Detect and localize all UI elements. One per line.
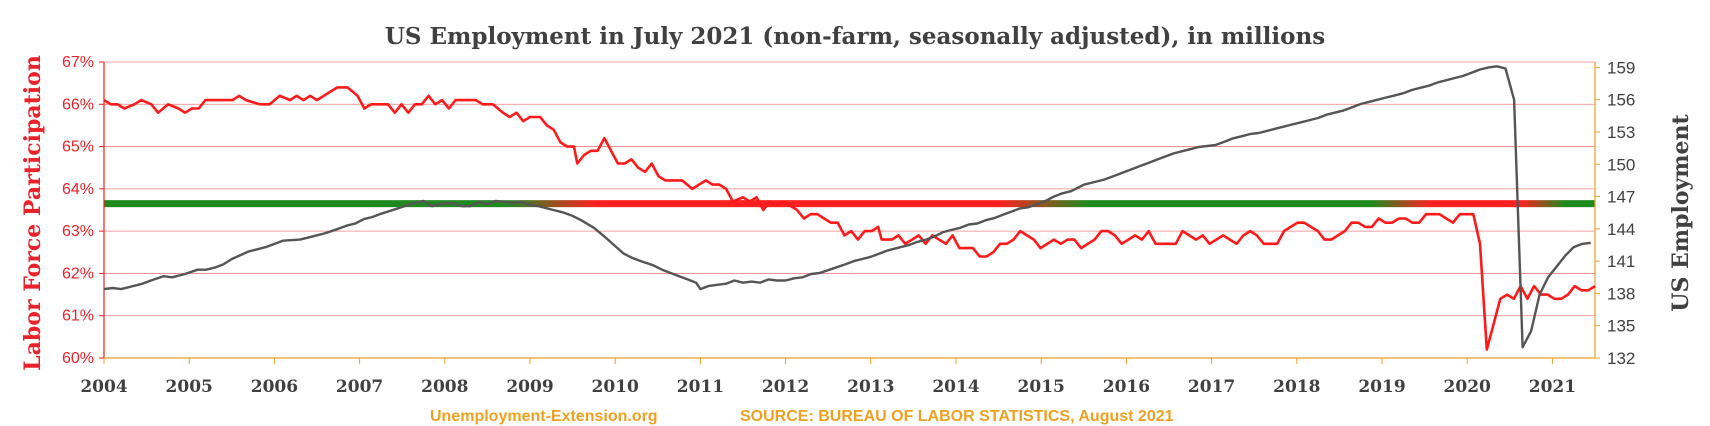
right-tick-label: 141 [1607,252,1635,271]
left-tick-label: 67% [62,54,94,71]
series-lines [103,65,1596,351]
right-tick-label: 138 [1607,284,1635,303]
x-tick-label: 2006 [251,377,298,397]
x-tick-label: 2009 [506,377,553,397]
left-tick-label: 66% [62,96,94,113]
axes [103,62,1596,359]
x-tick-label: 2013 [847,377,894,397]
reference-band [104,200,1595,208]
footer-site: Unemployment-Extension.org [430,408,658,425]
x-tick-label: 2018 [1273,377,1320,397]
x-tick-label: 2010 [592,377,639,397]
right-axis-label: US Employment [1668,113,1694,311]
chart-title: US Employment in July 2021 (non-farm, se… [385,23,1325,50]
x-tick-label: 2017 [1188,377,1235,397]
left-tick-label: 63% [62,223,94,240]
x-tick-label: 2012 [762,377,809,397]
footer-source: SOURCE: BUREAU OF LABOR STATISTICS, Augu… [740,408,1174,425]
right-axis-ticks: 132 135 138 141 144 147 150 153 156 159 [1595,58,1635,368]
left-tick-label: 64% [62,181,94,198]
right-tick-label: 132 [1607,349,1635,368]
x-tick-label: 2007 [336,377,383,397]
x-tick-label: 2005 [166,377,213,397]
right-tick-label: 135 [1607,317,1635,336]
x-tick-label: 2020 [1444,377,1491,397]
right-tick-label: 147 [1607,188,1635,207]
left-tick-label: 62% [62,265,94,282]
employment-line [103,65,1591,349]
x-tick-label: 2016 [1103,377,1150,397]
x-tick-label: 2008 [421,377,468,397]
x-tick-label: 2014 [932,377,979,397]
x-tick-label: 2019 [1358,377,1405,397]
x-axis-ticks: 2004 2005 2006 2007 2008 2009 2010 2011 2012 2013… [80,358,1576,397]
reference-line [104,200,1595,208]
left-tick-label: 65% [62,139,94,156]
x-tick-label: 2011 [677,377,724,397]
x-tick-label: 2015 [1018,377,1065,397]
right-tick-label: 159 [1607,58,1635,77]
right-tick-label: 144 [1607,220,1635,239]
participation-line [103,86,1596,351]
left-tick-label: 61% [62,308,94,325]
left-axis-label: Labor Force Participation [20,55,46,371]
right-tick-label: 150 [1607,155,1635,174]
x-tick-label: 2004 [80,377,127,397]
x-tick-label: 2021 [1529,377,1576,397]
right-tick-label: 153 [1607,123,1635,142]
left-axis-ticks: 60% 61% 62% 63% 64% 65% 66% 67% [62,54,104,367]
right-tick-label: 156 [1607,91,1635,110]
left-tick-label: 60% [62,350,94,367]
